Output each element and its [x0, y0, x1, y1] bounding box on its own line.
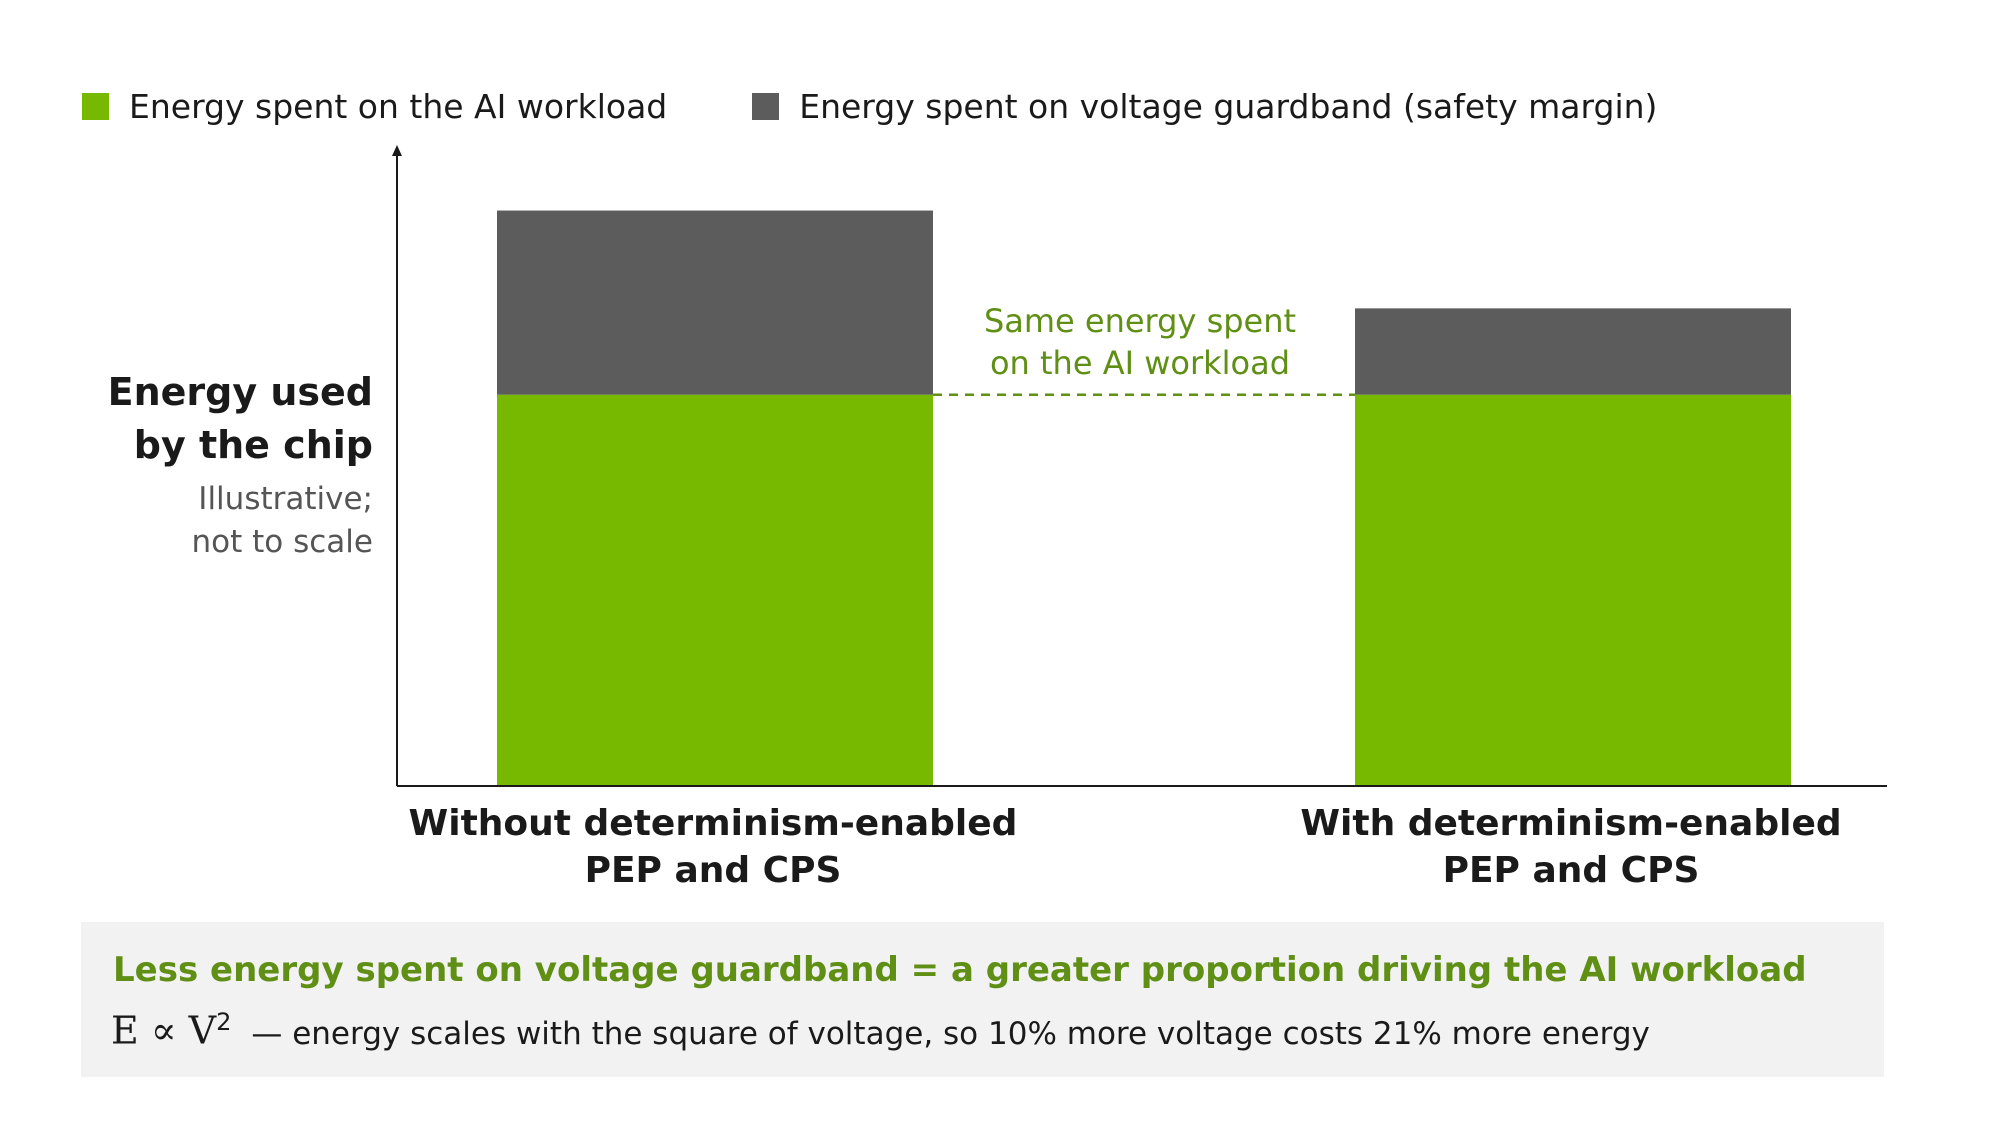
bar-without-ai-workload — [497, 394, 933, 786]
bar-group — [497, 210, 1791, 786]
category-label-with-line-1: With determinism-enabled — [1300, 803, 1842, 844]
annotation-line-1: Same energy spent — [983, 302, 1297, 340]
footer-headline: Less energy spent on voltage guardband =… — [113, 950, 1807, 990]
legend-swatch-ai-workload — [82, 92, 109, 120]
y-axis-note-line-2: not to scale — [191, 524, 373, 560]
y-axis-note-line-1: Illustrative; — [198, 481, 373, 517]
formula-base: E ∝ V — [111, 1008, 217, 1053]
category-label-without: Without determinism-enabled PEP and CPS — [393, 800, 1033, 894]
footer-callout: Less energy spent on voltage guardband =… — [81, 922, 1884, 1077]
category-label-without-line-1: Without determinism-enabled — [408, 803, 1018, 844]
bar-with-ai-workload — [1355, 394, 1791, 786]
formula-exponent: 2 — [216, 1008, 232, 1036]
bar-without-guardband — [497, 210, 933, 395]
legend-item-guardband: Energy spent on voltage guardband (safet… — [752, 87, 1657, 126]
energy-voltage-formula: E ∝ V2 — [111, 1008, 231, 1053]
y-axis-title: Energy used by the chip — [73, 366, 373, 472]
y-axis-arrow — [392, 145, 402, 156]
y-axis-note: Illustrative; not to scale — [73, 478, 373, 564]
legend-label-ai-workload: Energy spent on the AI workload — [129, 86, 668, 126]
category-label-without-line-2: PEP and CPS — [584, 850, 842, 891]
legend-label-guardband: Energy spent on voltage guardband (safet… — [799, 86, 1658, 126]
y-axis-title-line-1: Energy used — [107, 370, 373, 414]
legend-swatch-guardband — [752, 92, 780, 120]
y-axis-title-line-2: by the chip — [133, 423, 373, 467]
same-energy-annotation: Same energy spent on the AI workload — [950, 300, 1330, 384]
footer-note-text: — energy scales with the square of volta… — [251, 1015, 1650, 1052]
annotation-line-2: on the AI workload — [989, 344, 1291, 382]
y-axis-label: Energy used by the chip Illustrative; no… — [73, 366, 373, 564]
footer-note: E ∝ V2 — energy scales with the square o… — [111, 1008, 1650, 1053]
chart-legend: Energy spent on the AI workload Energy s… — [82, 82, 1742, 130]
category-label-with: With determinism-enabled PEP and CPS — [1251, 800, 1891, 894]
legend-item-ai-workload: Energy spent on the AI workload — [82, 87, 667, 126]
bar-with-guardband — [1355, 308, 1791, 395]
category-label-with-line-2: PEP and CPS — [1442, 850, 1700, 891]
